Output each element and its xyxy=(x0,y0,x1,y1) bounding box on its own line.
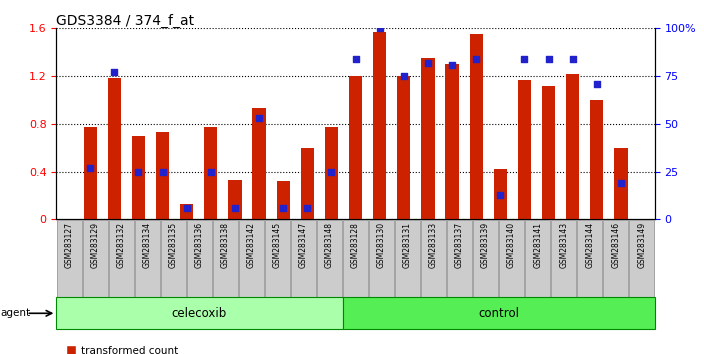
Text: GSM283129: GSM283129 xyxy=(91,222,100,268)
Bar xyxy=(108,79,121,219)
Bar xyxy=(84,127,96,219)
Text: GSM283139: GSM283139 xyxy=(481,222,490,268)
FancyBboxPatch shape xyxy=(109,220,134,297)
Text: GSM283137: GSM283137 xyxy=(455,222,464,268)
FancyBboxPatch shape xyxy=(629,220,654,297)
FancyBboxPatch shape xyxy=(369,220,394,297)
Bar xyxy=(373,32,386,219)
Bar xyxy=(421,58,434,219)
Point xyxy=(277,205,289,211)
Point xyxy=(567,56,578,62)
FancyBboxPatch shape xyxy=(317,220,342,297)
FancyBboxPatch shape xyxy=(57,220,82,297)
Point xyxy=(543,56,554,62)
Bar xyxy=(517,80,531,219)
Point xyxy=(326,169,337,175)
Point xyxy=(398,73,410,79)
Text: GSM283147: GSM283147 xyxy=(299,222,308,268)
Bar xyxy=(301,148,314,219)
Text: GSM283136: GSM283136 xyxy=(195,222,204,268)
Point xyxy=(230,205,241,211)
Text: GSM283135: GSM283135 xyxy=(169,222,178,268)
Point xyxy=(253,115,265,121)
Bar xyxy=(253,108,265,219)
Text: GSM283130: GSM283130 xyxy=(377,222,386,268)
Text: GSM283131: GSM283131 xyxy=(403,222,412,268)
Text: GSM283146: GSM283146 xyxy=(611,222,620,268)
FancyBboxPatch shape xyxy=(135,220,160,297)
Point xyxy=(422,60,434,65)
FancyBboxPatch shape xyxy=(56,297,343,329)
Text: GSM283144: GSM283144 xyxy=(585,222,594,268)
Text: agent: agent xyxy=(1,308,31,318)
FancyBboxPatch shape xyxy=(421,220,446,297)
Bar xyxy=(615,148,627,219)
Bar xyxy=(156,132,169,219)
Bar xyxy=(590,100,603,219)
FancyBboxPatch shape xyxy=(343,297,655,329)
FancyBboxPatch shape xyxy=(291,220,316,297)
FancyBboxPatch shape xyxy=(551,220,576,297)
FancyBboxPatch shape xyxy=(213,220,238,297)
FancyBboxPatch shape xyxy=(265,220,290,297)
Point xyxy=(470,56,482,62)
Point xyxy=(495,192,506,198)
Point xyxy=(374,25,385,31)
FancyBboxPatch shape xyxy=(499,220,524,297)
Bar xyxy=(349,76,362,219)
Text: GSM283128: GSM283128 xyxy=(351,222,360,268)
Text: GSM283127: GSM283127 xyxy=(65,222,74,268)
Text: GSM283145: GSM283145 xyxy=(273,222,282,268)
FancyBboxPatch shape xyxy=(473,220,498,297)
Point xyxy=(350,56,361,62)
Text: GSM283140: GSM283140 xyxy=(507,222,516,268)
Text: GSM283143: GSM283143 xyxy=(559,222,568,268)
Point xyxy=(84,165,96,171)
FancyBboxPatch shape xyxy=(447,220,472,297)
Bar xyxy=(277,181,290,219)
FancyBboxPatch shape xyxy=(187,220,212,297)
FancyBboxPatch shape xyxy=(161,220,186,297)
Point xyxy=(591,81,603,87)
FancyBboxPatch shape xyxy=(343,220,368,297)
Point xyxy=(446,62,458,68)
FancyBboxPatch shape xyxy=(577,220,602,297)
FancyBboxPatch shape xyxy=(525,220,550,297)
Point xyxy=(301,205,313,211)
Bar xyxy=(228,180,241,219)
FancyBboxPatch shape xyxy=(239,220,264,297)
Bar xyxy=(566,74,579,219)
Bar xyxy=(542,86,555,219)
Bar xyxy=(397,76,410,219)
Legend: transformed count, percentile rank within the sample: transformed count, percentile rank withi… xyxy=(61,342,261,354)
Text: GSM283134: GSM283134 xyxy=(143,222,152,268)
Bar xyxy=(325,127,338,219)
Text: GSM283142: GSM283142 xyxy=(247,222,256,268)
Bar xyxy=(494,169,507,219)
FancyBboxPatch shape xyxy=(603,220,628,297)
Bar xyxy=(446,64,458,219)
FancyBboxPatch shape xyxy=(83,220,108,297)
FancyBboxPatch shape xyxy=(395,220,420,297)
Point xyxy=(519,56,530,62)
Point xyxy=(615,180,627,186)
Text: GSM283141: GSM283141 xyxy=(533,222,542,268)
Text: control: control xyxy=(478,307,519,320)
Text: celecoxib: celecoxib xyxy=(172,307,227,320)
Point xyxy=(205,169,216,175)
Bar xyxy=(470,34,483,219)
Point xyxy=(157,169,168,175)
Text: GSM283132: GSM283132 xyxy=(117,222,126,268)
Bar xyxy=(180,204,194,219)
Text: GSM283149: GSM283149 xyxy=(637,222,646,268)
Text: GSM283133: GSM283133 xyxy=(429,222,438,268)
Text: GSM283138: GSM283138 xyxy=(221,222,230,268)
Bar xyxy=(132,136,145,219)
Bar xyxy=(204,127,218,219)
Point xyxy=(108,69,120,75)
Text: GDS3384 / 374_f_at: GDS3384 / 374_f_at xyxy=(56,14,194,28)
Text: GSM283148: GSM283148 xyxy=(325,222,334,268)
Point xyxy=(181,205,192,211)
Point xyxy=(133,169,144,175)
